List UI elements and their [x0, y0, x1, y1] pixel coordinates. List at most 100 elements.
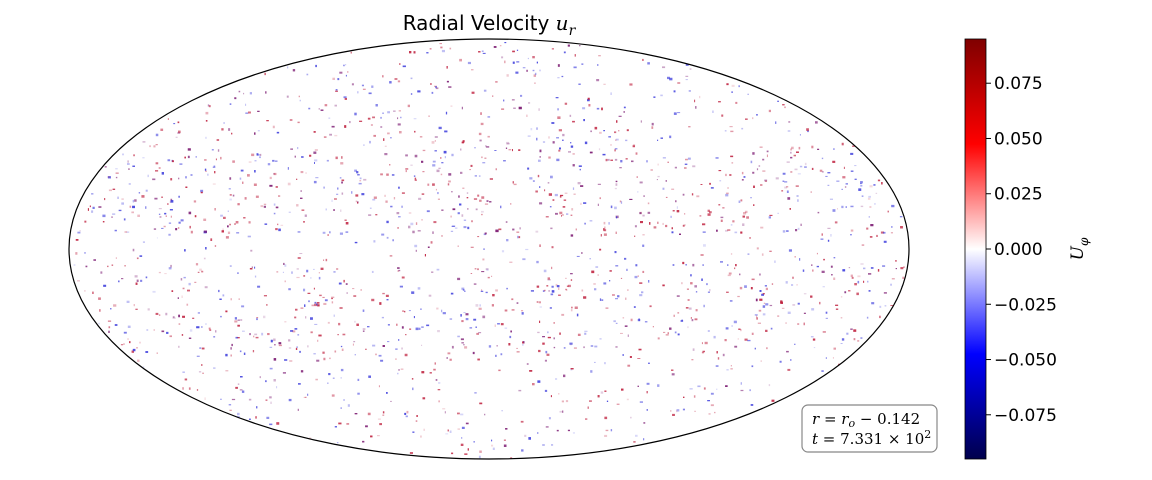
field-speckle	[624, 257, 627, 260]
field-speckle	[722, 207, 725, 209]
field-speckle	[180, 278, 183, 281]
field-speckle	[643, 438, 645, 441]
field-speckle	[161, 196, 163, 198]
field-speckle	[98, 297, 101, 300]
field-speckle	[687, 326, 689, 329]
field-speckle	[718, 204, 721, 206]
field-speckle	[573, 347, 577, 349]
field-speckle	[784, 186, 788, 189]
field-speckle	[112, 213, 116, 215]
field-speckle	[195, 156, 197, 158]
field-speckle	[250, 249, 253, 252]
field-speckle	[121, 278, 124, 280]
field-speckle	[662, 187, 665, 190]
field-speckle	[484, 232, 487, 235]
field-speckle	[331, 125, 335, 128]
annotation-box: r = ro − 0.142 t = 7.331 × 102	[801, 404, 938, 453]
field-speckle	[544, 189, 546, 192]
field-speckle	[358, 182, 362, 185]
field-speckle	[726, 192, 729, 195]
field-speckle	[400, 116, 402, 119]
field-speckle	[671, 369, 674, 371]
field-speckle	[695, 291, 698, 293]
field-speckle	[564, 192, 568, 194]
field-speckle	[104, 198, 106, 201]
field-speckle	[850, 205, 854, 208]
field-speckle	[629, 83, 633, 86]
field-speckle	[817, 211, 820, 214]
field-speckle	[283, 262, 285, 265]
field-speckle	[346, 292, 348, 294]
field-speckle	[430, 83, 432, 85]
field-speckle	[743, 176, 746, 178]
field-speckle	[759, 298, 763, 301]
field-speckle	[530, 290, 534, 292]
field-speckle	[558, 294, 561, 296]
field-speckle	[850, 274, 853, 277]
field-speckle	[433, 368, 436, 371]
field-speckle	[902, 276, 905, 279]
field-speckle	[768, 216, 771, 219]
field-speckle	[296, 276, 300, 279]
field-speckle	[535, 230, 539, 233]
field-speckle	[684, 163, 688, 165]
field-speckle	[551, 266, 553, 270]
field-speckle	[697, 385, 701, 388]
field-speckle	[802, 269, 805, 272]
field-speckle	[740, 231, 743, 234]
field-speckle	[467, 61, 471, 65]
field-speckle	[424, 254, 426, 257]
field-speckle	[760, 226, 764, 229]
field-speckle	[482, 258, 485, 261]
field-speckle	[316, 359, 320, 362]
field-speckle	[530, 290, 534, 292]
field-speckle	[599, 338, 602, 340]
field-speckle	[554, 193, 558, 197]
field-speckle	[351, 191, 353, 194]
field-speckle	[375, 104, 378, 107]
field-speckle	[341, 181, 343, 184]
field-speckle	[784, 181, 788, 183]
field-speckle	[732, 220, 735, 223]
field-speckle	[334, 350, 337, 353]
field-speckle	[289, 119, 293, 121]
field-speckle	[460, 413, 464, 416]
field-speckle	[599, 131, 602, 134]
field-speckle	[131, 211, 134, 214]
field-speckle	[298, 95, 300, 98]
field-speckle	[300, 197, 303, 199]
field-speckle	[303, 288, 306, 292]
field-speckle	[630, 318, 633, 322]
field-speckle	[308, 300, 310, 303]
field-speckle	[796, 284, 798, 286]
field-speckle	[817, 148, 820, 150]
field-speckle	[848, 290, 851, 292]
field-speckle	[867, 197, 871, 200]
field-speckle	[325, 258, 328, 262]
field-speckle	[512, 181, 514, 184]
field-speckle	[129, 205, 132, 208]
field-speckle	[87, 208, 89, 211]
field-speckle	[402, 310, 404, 312]
field-speckle	[436, 268, 440, 271]
field-speckle	[227, 210, 229, 212]
field-speckle	[239, 350, 242, 353]
field-speckle	[633, 441, 636, 443]
field-speckle	[132, 199, 135, 203]
field-speckle	[336, 268, 339, 270]
field-speckle	[750, 197, 752, 199]
field-speckle	[220, 214, 223, 217]
field-speckle	[850, 170, 854, 172]
field-speckle	[111, 264, 114, 266]
field-speckle	[229, 103, 232, 105]
field-speckle	[335, 90, 338, 92]
field-speckle	[677, 82, 681, 84]
field-speckle	[235, 336, 238, 339]
field-speckle	[380, 173, 383, 176]
field-speckle	[495, 168, 497, 171]
field-speckle	[513, 107, 516, 109]
field-speckle	[538, 349, 541, 353]
field-speckle	[760, 184, 763, 186]
field-speckle	[211, 149, 214, 151]
field-speckle	[599, 197, 601, 200]
